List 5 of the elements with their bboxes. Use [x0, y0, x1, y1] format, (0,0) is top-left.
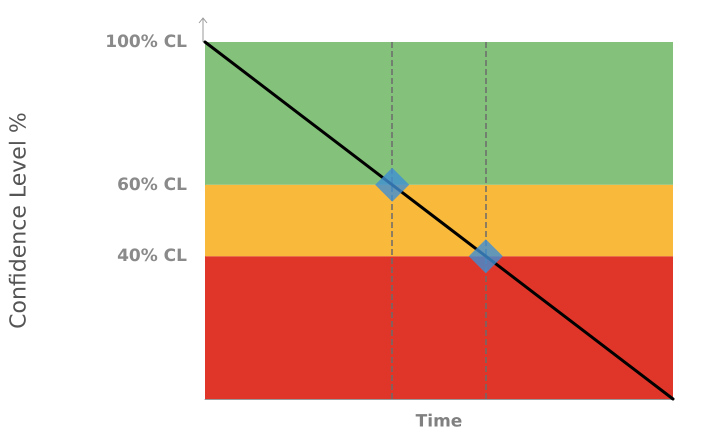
y-tick-label: 60% CL: [117, 174, 188, 195]
y-axis-title: Confidence Level %: [6, 112, 32, 329]
y-tick-label: 100% CL: [105, 32, 188, 52]
y-tick-label: 40% CL: [117, 246, 188, 266]
x-axis-title: Time: [416, 412, 462, 432]
